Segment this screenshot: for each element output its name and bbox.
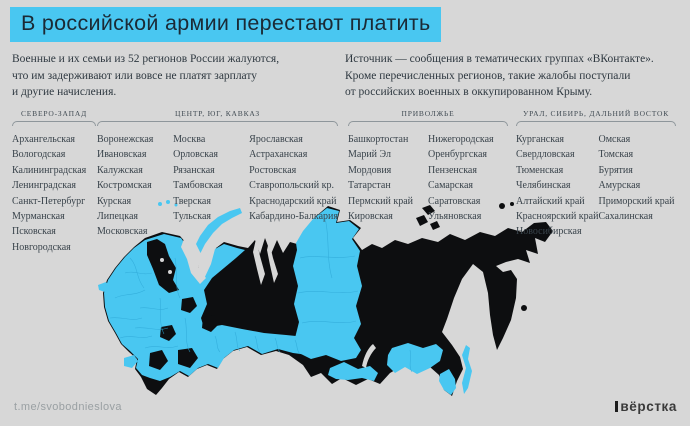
region-group-header: УРАЛ, СИБИРЬ, ДАЛЬНИЙ ВОСТОК	[522, 109, 669, 118]
region-item: Свердловская	[516, 149, 575, 161]
region-column: Москва Орловская Рязанская Тамбовская Тверск…	[173, 132, 249, 240]
region-item: Тюменская	[516, 164, 564, 176]
region-item: Архангельская	[12, 134, 76, 145]
region-item: Приморский край	[598, 195, 675, 207]
region-item: Кабардино-Балкария	[249, 211, 339, 223]
group-bracket	[12, 121, 96, 126]
region-item: Тамбовская	[173, 180, 223, 192]
region-item: Мурманская	[12, 211, 65, 223]
region-column: Архангельская Вологодская Калининградская Л…	[12, 132, 96, 255]
logo-bar-icon	[615, 401, 619, 412]
region-item: Тверская	[173, 195, 211, 207]
map-water-overlays	[160, 236, 376, 368]
region-item: Томская	[598, 149, 634, 161]
region-group: СЕВЕРО-ЗАПАД Архангельская Вологодская Кали…	[12, 109, 96, 255]
verstka-logo: вёрстка	[615, 399, 677, 414]
region-item: Псковская	[12, 226, 56, 238]
region-item: Пензенская	[428, 164, 477, 176]
region-column: Ярославская Астраханская Ростовская Ставроп…	[249, 132, 338, 240]
region-item: Марий Эл	[348, 149, 391, 161]
region-item: Пермский край	[348, 195, 413, 207]
region-item: Ульяновская	[428, 211, 482, 223]
region-column: Башкортостан Марий Эл Мордовия Татарстан Пер…	[348, 132, 428, 224]
region-item: Самарская	[428, 180, 473, 192]
region-item: Сахалинская	[598, 211, 653, 223]
region-item: Курская	[97, 195, 132, 207]
region-item: Кировская	[348, 211, 393, 223]
telegram-link[interactable]: t.me/svobodnieslova	[14, 401, 122, 413]
intro-text-left: Военные и их семьи из 52 регионов России…	[12, 53, 280, 98]
region-item: Москва	[173, 134, 206, 145]
region-item: Ростовская	[249, 164, 297, 176]
region-item: Красноярский край	[516, 211, 599, 223]
region-item: Тульская	[173, 211, 211, 223]
region-item: Амурская	[598, 180, 641, 192]
region-column: Омская Томская Бурятия Амурская Приморский к…	[598, 132, 676, 240]
region-item: Челябинская	[516, 180, 571, 192]
region-item: Оренбургская	[428, 149, 488, 161]
map-region-borders	[109, 217, 413, 373]
region-item: Воронежская	[97, 134, 154, 145]
map-dark-enclaves	[147, 239, 218, 370]
group-bracket	[348, 121, 508, 126]
region-item: Татарстан	[348, 180, 391, 192]
region-group: ЦЕНТР, ЮГ, КАВКАЗ Воронежская Ивановская Ка…	[97, 109, 338, 240]
region-group-header: ПРИВОЛЖЬЕ	[401, 109, 455, 118]
region-item: Омская	[598, 134, 631, 145]
region-item: Ставропольский кр.	[249, 180, 334, 192]
group-bracket	[516, 121, 676, 126]
region-item: Орловская	[173, 149, 219, 161]
region-item: Калужская	[97, 164, 143, 176]
region-item: Саратовская	[428, 195, 481, 207]
region-item: Алтайский край	[516, 195, 585, 207]
region-item: Новосибирская	[516, 226, 582, 238]
region-item: Мордовия	[348, 164, 392, 176]
russia-map	[90, 198, 564, 412]
region-item: Башкортостан	[348, 134, 409, 145]
region-item: Московская	[97, 226, 148, 238]
region-item: Калининградская	[12, 164, 87, 176]
region-table: СЕВЕРО-ЗАПАД Архангельская Вологодская Кали…	[0, 109, 690, 259]
region-item: Ленинградская	[12, 180, 77, 192]
region-group: УРАЛ, СИБИРЬ, ДАЛЬНИЙ ВОСТОК Курганская Св…	[516, 109, 676, 240]
region-item: Ивановская	[97, 149, 147, 161]
region-column: Курганская Свердловская Тюменская Челябинск…	[516, 132, 598, 240]
russia-map-svg	[98, 200, 553, 396]
region-item: Курганская	[516, 134, 564, 145]
map-arctic-islands	[416, 202, 527, 311]
region-item: Ярославская	[249, 134, 303, 145]
region-item: Новгородская	[12, 241, 71, 253]
region-item: Нижегородская	[428, 134, 494, 145]
region-item: Краснодарский край	[249, 195, 337, 207]
region-item: Санкт-Петербург	[12, 195, 86, 207]
region-item: Астраханская	[249, 149, 308, 161]
region-item: Рязанская	[173, 164, 215, 176]
region-item: Вологодская	[12, 149, 66, 161]
region-column: Воронежская Ивановская Калужская Костромска…	[97, 132, 173, 240]
region-group-header: СЕВЕРО-ЗАПАД	[20, 109, 88, 118]
region-item: Бурятия	[598, 164, 633, 176]
region-column: Нижегородская Оренбургская Пензенская Самар…	[428, 132, 508, 224]
region-group-header: ЦЕНТР, ЮГ, КАВКАЗ	[175, 109, 260, 118]
logo-text: вёрстка	[620, 399, 677, 414]
region-item: Липецкая	[97, 211, 139, 223]
page-title: В российской армии перестают платить	[10, 7, 442, 42]
region-group: ПРИВОЛЖЬЕ Башкортостан Марий Эл Мордовия Тат…	[348, 109, 508, 224]
intro-text-right: Источник — сообщения в тематических груп…	[345, 53, 654, 98]
group-bracket	[97, 121, 338, 126]
region-item: Костромская	[97, 180, 152, 192]
